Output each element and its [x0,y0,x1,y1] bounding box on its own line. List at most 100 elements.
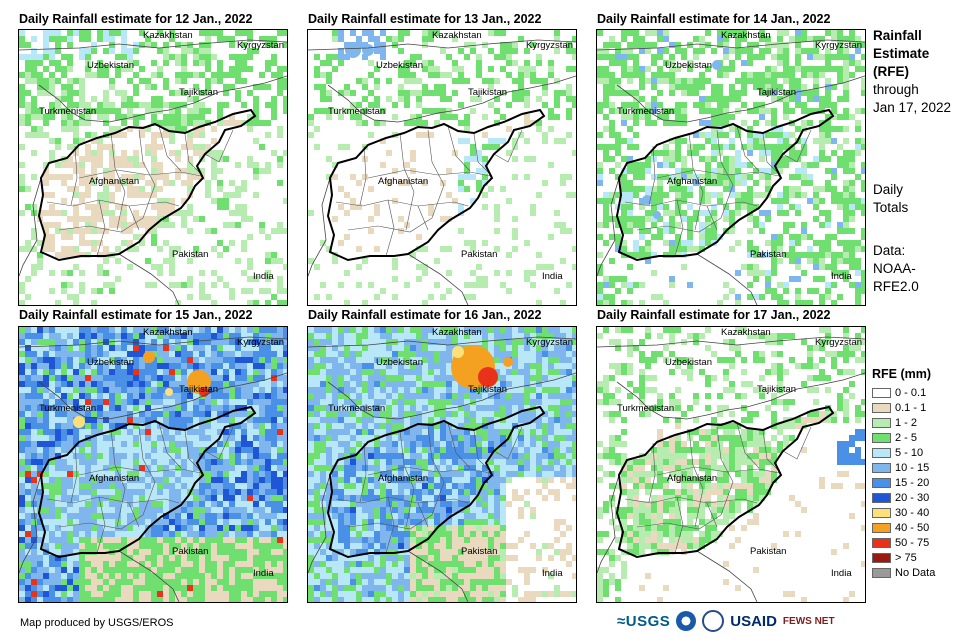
legend-label: 15 - 20 [895,476,930,489]
country-label-tajikistan: Tajikistan [757,384,797,395]
country-border [327,372,576,420]
rainfall-map-jan-12: Kazakhstan Kyrgyzstan Uzbekistan Tajikistan… [18,29,288,306]
legend-swatch [872,417,891,428]
country-border [308,177,331,277]
panel-title-5: Daily Rainfall estimate for 16 Jan., 202… [308,308,542,322]
country-label-uzbekistan: Uzbekistan [376,60,423,71]
country-label-india: India [542,271,563,282]
province-boundary [656,169,780,179]
legend-item: 0.1 - 1 [872,400,935,415]
afghanistan-border [326,108,546,262]
province-boundary [688,132,704,231]
panel-title-1: Daily Rainfall estimate for 12 Jan., 202… [19,12,253,26]
province-boundary [158,125,182,172]
province-boundary [359,145,367,206]
country-label-india: India [831,568,852,579]
rainfall-hotspot [165,388,173,396]
country-label-afghanistan: Afghanistan [378,176,429,187]
country-label-india: India [253,568,274,579]
rfe-title-line-3: (RFE) [873,64,909,79]
legend-label: 30 - 40 [895,506,930,519]
data-source-block: Data: NOAA- RFE2.0 [873,242,919,296]
country-label-uzbekistan: Uzbekistan [665,60,712,71]
panel-title-6: Daily Rainfall estimate for 17 Jan., 202… [597,308,831,322]
province-boundary [399,429,415,528]
rfe-title-line-2: Estimate [873,46,930,61]
country-border [308,474,331,574]
daily-label: Daily [873,182,904,197]
noaa-logo-icon [676,611,697,631]
rainfall-raster [597,30,865,305]
afghanistan-border [37,405,257,559]
province-boundary [736,125,760,172]
usaid-logo: USAID [730,612,777,630]
fews-net-logo: FEWS NET [782,615,835,627]
rainfall-hotspot [653,211,661,219]
country-label-uzbekistan: Uzbekistan [376,357,423,368]
country-border [118,550,180,602]
country-border [696,253,758,305]
legend-label: 10 - 15 [895,461,930,474]
country-label-pakistan: Pakistan [461,546,498,557]
panel-title-4: Daily Rainfall estimate for 15 Jan., 202… [19,308,253,322]
country-label-turkmenistan: Turkmenistan [617,403,675,414]
country-label-pakistan: Pakistan [750,249,787,260]
legend-swatch [872,537,891,548]
country-label-kyrgyzstan: Kyrgyzstan [815,40,862,51]
through-date: Jan 17, 2022 [873,100,952,115]
country-label-kyrgyzstan: Kyrgyzstan [815,337,862,348]
rainfall-map-jan-13: Kazakhstan Kyrgyzstan Uzbekistan Tajikistan… [307,29,577,306]
daily-totals-block: Daily Totals [873,181,908,217]
country-border [308,39,576,51]
legend-item: 15 - 20 [872,475,935,490]
rainfall-map-jan-14: Kazakhstan Kyrgyzstan Uzbekistan Tajikistan… [596,29,866,306]
rainfall-hotspot [452,346,464,358]
province-boundary [782,129,812,163]
province-boundary [648,442,656,503]
country-border [19,39,287,51]
afghanistan-border [326,405,546,559]
province-boundary [762,133,782,177]
country-border [597,336,865,348]
country-label-kyrgyzstan: Kyrgyzstan [237,337,284,348]
province-boundary [447,422,471,469]
panel-title-3: Daily Rainfall estimate for 14 Jan., 202… [597,12,831,26]
province-boundary [78,466,202,476]
country-label-pakistan: Pakistan [750,546,787,557]
country-label-kazakhstan: Kazakhstan [432,30,482,41]
province-boundary [688,429,704,528]
province-boundary [706,502,718,528]
province-boundary [716,426,734,516]
province-boundary [453,498,469,504]
province-boundary [762,430,782,474]
province-boundary [164,201,180,207]
legend-item: 1 - 2 [872,415,935,430]
legend-item: 0 - 0.1 [872,385,935,400]
province-boundary [447,125,471,172]
province-boundary [656,466,780,476]
province-boundary [736,422,760,469]
rainfall-raster [597,327,865,602]
legend-label: 20 - 30 [895,491,930,504]
country-border [118,253,180,305]
data-label: Data: [873,243,906,258]
country-label-kyrgyzstan: Kyrgyzstan [526,337,573,348]
country-border [38,75,287,123]
province-boundary [493,426,523,460]
country-label-kazakhstan: Kazakhstan [432,327,482,338]
country-border [19,177,42,277]
legend-label: 40 - 50 [895,521,930,534]
rainfall-hotspot [712,60,722,70]
rainfall-raster [308,327,576,602]
logo-strip: ≈USGS USAID FEWS NET [617,610,835,632]
country-label-india: India [542,568,563,579]
country-label-tajikistan: Tajikistan [179,87,219,98]
province-boundary [417,205,429,231]
legend-swatch [872,402,891,413]
rainfall-raster [19,327,287,602]
province-boundary [138,129,156,219]
legend-swatch [872,432,891,443]
province-boundary [706,205,718,231]
legend-swatch [872,447,891,458]
country-border [38,372,287,420]
